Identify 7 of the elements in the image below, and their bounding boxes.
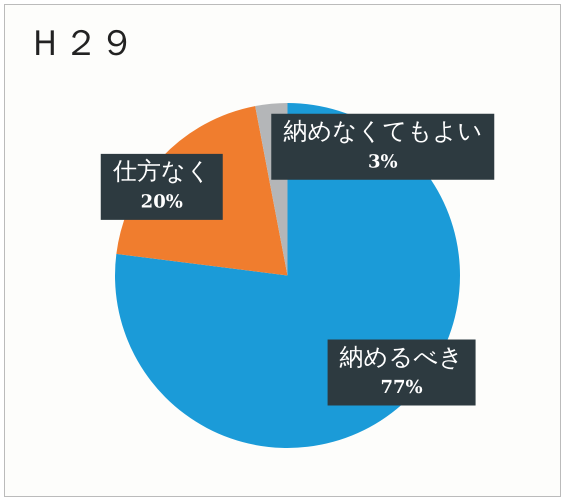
data-label: 20% (140, 192, 183, 213)
chart-title: Ｈ２９ (27, 22, 135, 66)
slice-label: 納めるべき (340, 342, 464, 371)
data-label: 3% (368, 151, 398, 172)
slice-label: 納めなくてもよい (283, 116, 482, 145)
slice-label: 仕方なく (112, 157, 211, 186)
data-label: 77% (380, 377, 423, 398)
